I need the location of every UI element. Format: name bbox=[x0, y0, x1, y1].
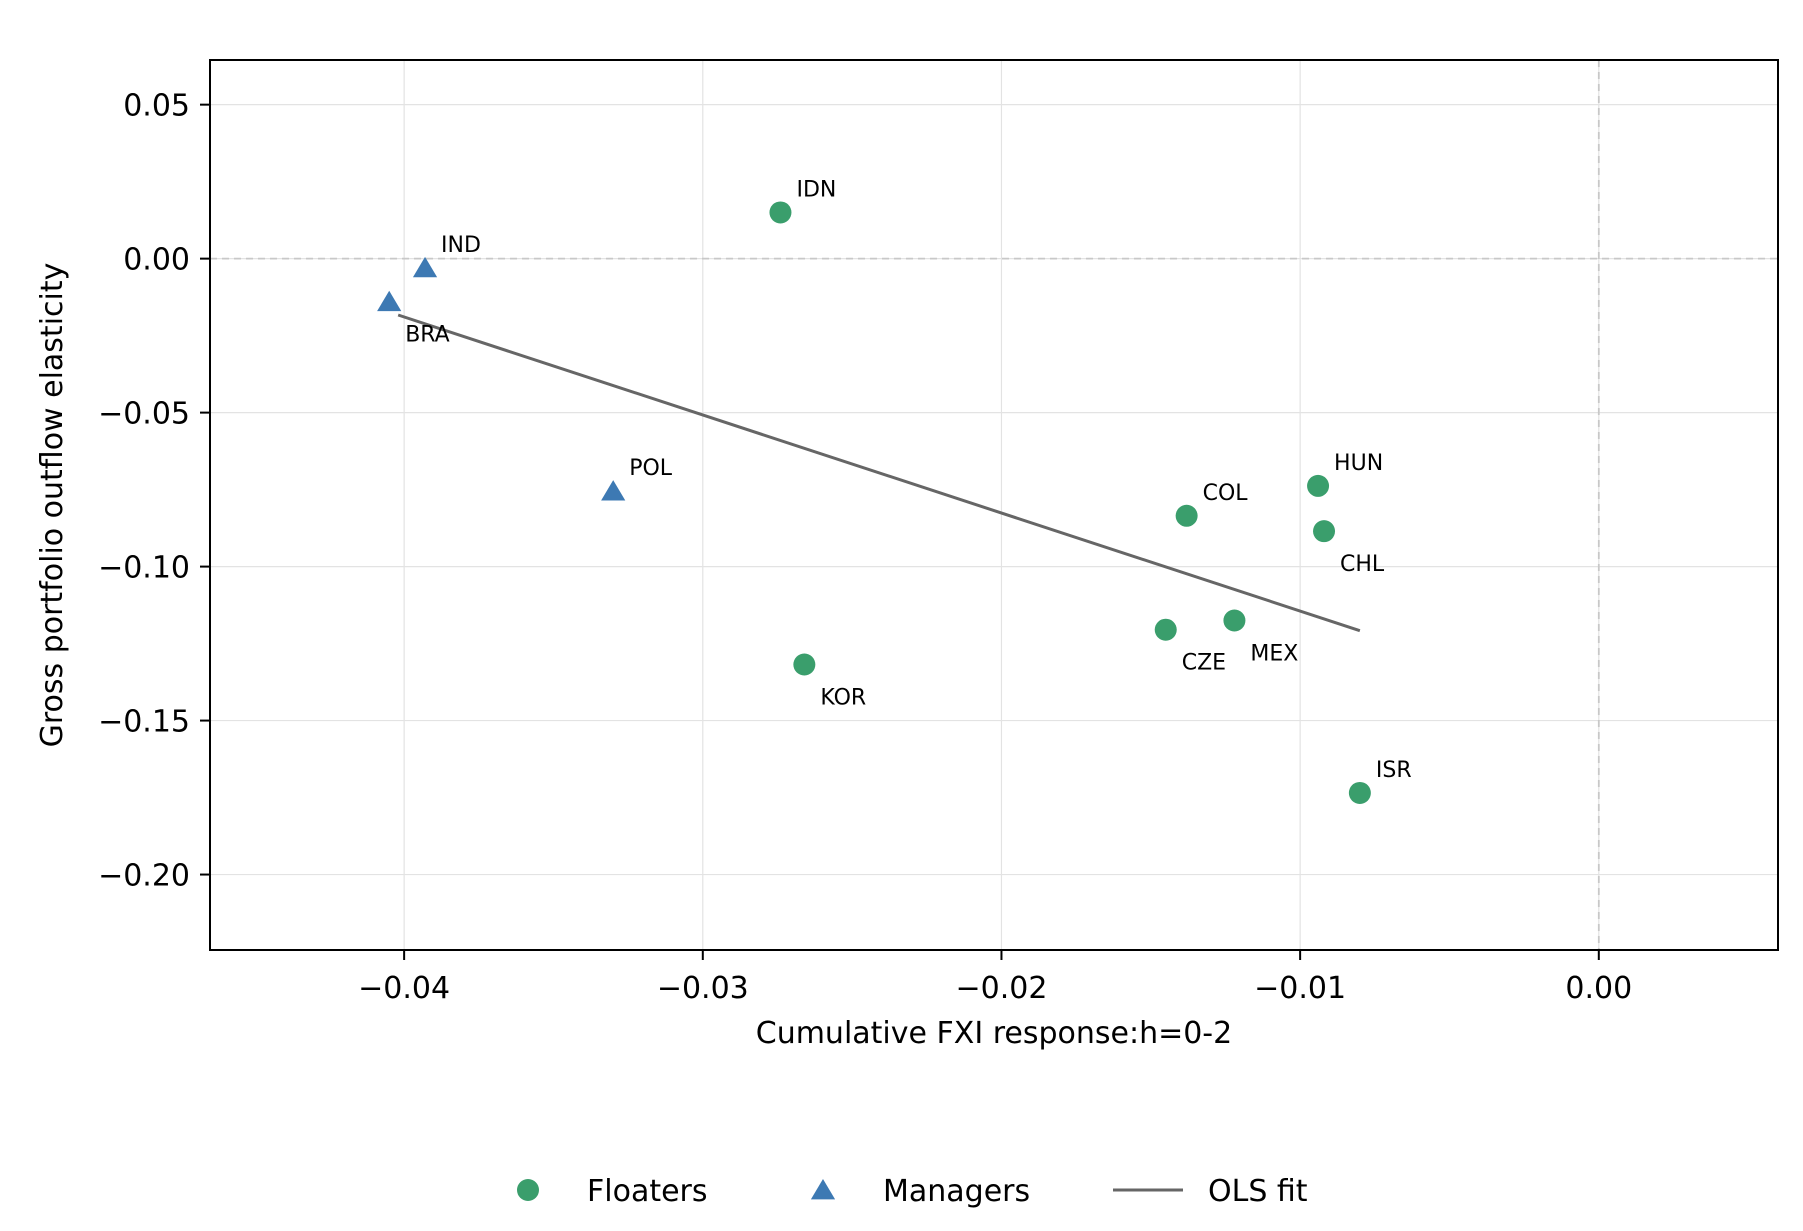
x-tick-label: −0.01 bbox=[1254, 971, 1346, 1006]
legend-managers-marker bbox=[810, 1179, 836, 1200]
point-label-isr: ISR bbox=[1376, 758, 1412, 783]
y-tick-label: 0.05 bbox=[123, 89, 190, 124]
y-axis-ticks: 0.05 0.00 −0.05 −0.10 −0.15 −0.20 bbox=[98, 89, 210, 894]
x-tick-label: −0.03 bbox=[657, 971, 749, 1006]
grid bbox=[210, 60, 1778, 950]
legend-managers-label: Managers bbox=[883, 1174, 1030, 1209]
y-axis-label: Gross portfolio outflow elasticity bbox=[35, 263, 70, 748]
legend-floaters-label: Floaters bbox=[587, 1174, 708, 1209]
x-axis-label: Cumulative FXI response:h=0-2 bbox=[756, 1016, 1232, 1051]
reference-lines bbox=[210, 60, 1778, 950]
x-tick-label: −0.02 bbox=[955, 971, 1047, 1006]
x-tick-label: −0.04 bbox=[358, 971, 450, 1006]
y-tick-label: −0.15 bbox=[98, 705, 190, 740]
point-label-hun: HUN bbox=[1334, 451, 1383, 476]
point-bra bbox=[377, 290, 402, 312]
point-mex bbox=[1223, 609, 1246, 632]
point-label-chl: CHL bbox=[1340, 552, 1385, 577]
point-col bbox=[1175, 504, 1198, 527]
x-tick-label: 0.00 bbox=[1565, 971, 1632, 1006]
point-hun bbox=[1307, 474, 1330, 497]
point-label-col: COL bbox=[1203, 481, 1249, 506]
ols-fit-line bbox=[397, 313, 1361, 633]
data-points bbox=[377, 201, 1371, 804]
y-tick-label: −0.10 bbox=[98, 551, 190, 586]
point-kor bbox=[793, 653, 816, 676]
plot-frame bbox=[209, 59, 1779, 951]
point-ind bbox=[412, 256, 438, 278]
point-label-mex: MEX bbox=[1250, 641, 1298, 666]
point-label-pol: POL bbox=[629, 456, 673, 481]
legend: Floaters Managers OLS fit bbox=[517, 1174, 1308, 1209]
point-label-cze: CZE bbox=[1182, 651, 1226, 676]
point-label-ind: IND bbox=[441, 233, 481, 258]
point-label-kor: KOR bbox=[820, 686, 866, 711]
y-tick-label: −0.05 bbox=[98, 397, 190, 432]
legend-ols-fit-label: OLS fit bbox=[1208, 1174, 1308, 1209]
x-axis-ticks: −0.04 −0.03 −0.02 −0.01 0.00 bbox=[358, 950, 1632, 1006]
y-tick-label: −0.20 bbox=[98, 859, 190, 894]
point-isr bbox=[1348, 781, 1371, 804]
point-label-bra: BRA bbox=[405, 323, 450, 348]
ols-fit bbox=[397, 313, 1361, 633]
point-cze bbox=[1154, 618, 1177, 641]
point-chl bbox=[1313, 520, 1336, 543]
y-tick-label: 0.00 bbox=[123, 243, 190, 278]
point-idn bbox=[769, 201, 792, 224]
point-label-idn: IDN bbox=[796, 177, 836, 202]
point-labels: IDN COL HUN CHL CZE MEX KOR ISR IND BRA POL bbox=[405, 177, 1411, 783]
legend-floaters-marker bbox=[517, 1179, 539, 1201]
point-pol bbox=[601, 480, 626, 501]
